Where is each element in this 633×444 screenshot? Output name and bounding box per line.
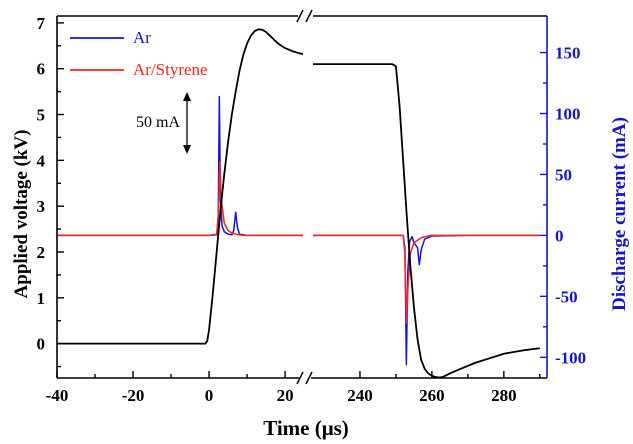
series-line-ar-left (57, 95, 303, 237)
y-left-tick-label-1: 1 (37, 289, 46, 308)
legend: Ar Ar/Styrene (70, 28, 208, 79)
x-tick-label-20: 20 (277, 386, 294, 405)
annotation-group: 50 mA (136, 92, 191, 154)
plot-frame (56, 9, 548, 385)
x-tick-label-0: 0 (205, 386, 214, 405)
series-line-ar-styrene-left (57, 161, 303, 237)
y-left-tick-label-0: 0 (37, 335, 46, 354)
axis-break-mark-top-a (296, 9, 304, 23)
y-left-tick-label-3: 3 (37, 197, 46, 216)
legend-label-ar-styrene: Ar/Styrene (133, 60, 208, 79)
series-line-applied-voltage-right (313, 63, 540, 379)
axis-break-mark-bottom-b (305, 371, 313, 385)
y-left-tick-label-6: 6 (37, 60, 46, 79)
y-right-tick-label-150: 150 (555, 44, 581, 63)
x-tick-label-260: 260 (419, 386, 445, 405)
y-right-tick-label-0: 0 (555, 226, 564, 245)
x-tick-label--40: -40 (46, 386, 69, 405)
x-axis-title: Time (μs) (263, 416, 349, 440)
x-tick-label-280: 280 (491, 386, 517, 405)
axis-break-mark-bottom-a (296, 371, 304, 385)
y-axis-right-title: Discharge current (mA) (609, 117, 630, 311)
y-axis-left-title: Applied voltage (kV) (11, 130, 32, 299)
scale-bar-arrowhead-up (183, 92, 191, 101)
series-line-ar-styrene-right (313, 234, 540, 324)
y-right-tick-label--50: -50 (555, 287, 578, 306)
legend-label-ar: Ar (133, 28, 151, 47)
y-right-tick-label--100: -100 (555, 348, 586, 367)
series-line-applied-voltage-left (57, 28, 303, 345)
scale-bar-arrowhead-down (183, 145, 191, 154)
y-right-tick-label-50: 50 (555, 165, 572, 184)
scale-bar-label: 50 mA (136, 114, 180, 131)
tick-group: 0 1 2 3 4 5 6 7 -100 -50 0 50 100 150 -40 -20 0 20 240 260 2… (37, 14, 587, 405)
y-right-tick-label-100: 100 (555, 105, 581, 124)
y-left-tick-label-4: 4 (37, 151, 46, 170)
y-left-tick-label-5: 5 (37, 106, 46, 125)
series-line-ar-right (313, 234, 540, 366)
y-left-tick-label-7: 7 (37, 14, 46, 33)
chart-series-group (57, 28, 540, 379)
axis-break-mark-top-b (305, 9, 313, 23)
y-left-tick-label-2: 2 (37, 243, 46, 262)
x-tick-label--20: -20 (122, 386, 145, 405)
x-tick-label-240: 240 (347, 386, 373, 405)
